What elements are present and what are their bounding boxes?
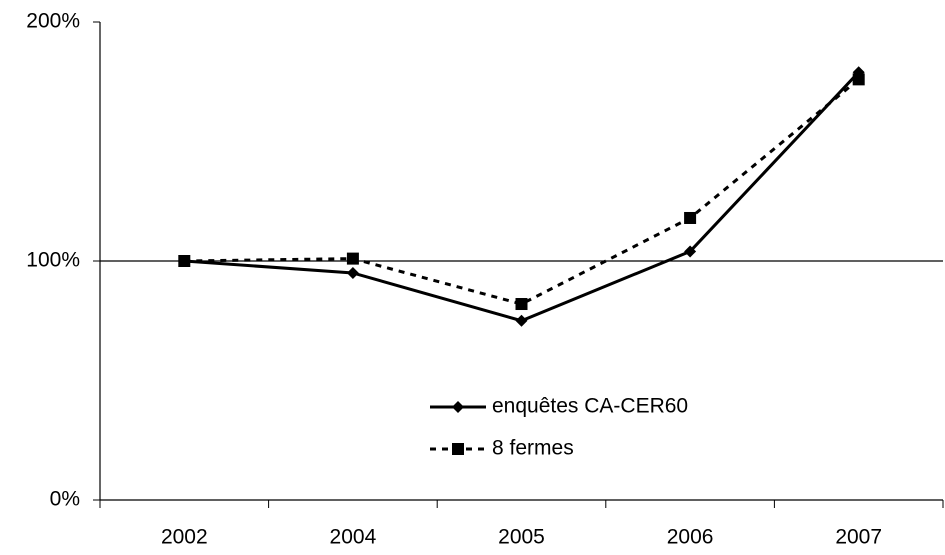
marker (515, 314, 528, 327)
legend-label: enquêtes CA-CER60 (492, 395, 688, 418)
marker (852, 73, 865, 86)
x-tick-label: 2002 (161, 526, 208, 549)
x-tick-label: 2005 (498, 526, 545, 549)
marker (684, 211, 697, 224)
marker (515, 298, 528, 311)
y-tick-label: 0% (50, 488, 80, 511)
x-tick-label: 2004 (330, 526, 377, 549)
series-line (184, 71, 860, 323)
marker (684, 245, 697, 258)
marker (452, 443, 464, 455)
x-tick-label: 2007 (835, 526, 882, 549)
marker (452, 401, 464, 413)
series-line (184, 78, 860, 306)
y-tick-label: 200% (26, 10, 80, 33)
x-tick-label: 2006 (667, 526, 714, 549)
marker (178, 255, 191, 267)
y-tick-label: 100% (26, 249, 80, 272)
marker (346, 252, 359, 265)
legend-label: 8 fermes (492, 437, 574, 460)
marker (346, 266, 359, 279)
